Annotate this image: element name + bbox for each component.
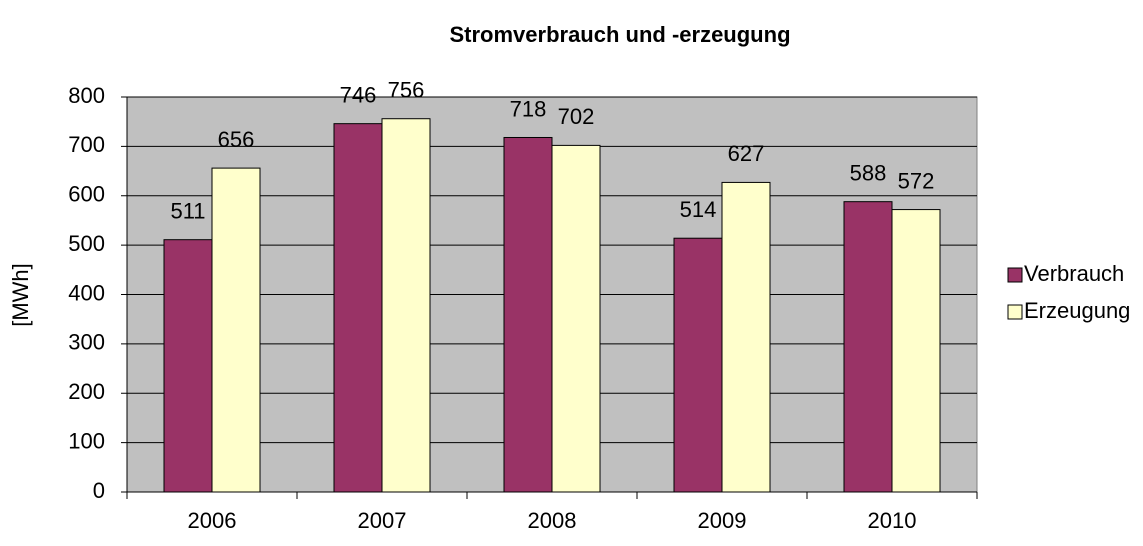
y-tick-label: 200 — [68, 379, 105, 404]
value-label: 702 — [558, 104, 595, 129]
bar — [721, 181, 771, 493]
value-label: 756 — [388, 78, 425, 103]
bar — [551, 144, 601, 493]
value-label: 588 — [850, 160, 887, 185]
y-axis-label: [MWh] — [8, 263, 33, 327]
chart-title: Stromverbrauch und -erzeugung — [449, 22, 790, 47]
bar — [891, 209, 941, 493]
legend-swatch — [1007, 267, 1023, 283]
y-tick-label: 600 — [68, 182, 105, 207]
value-label: 746 — [340, 82, 377, 107]
x-tick-label: 2010 — [868, 508, 917, 533]
y-tick-label: 800 — [68, 83, 105, 108]
y-tick-label: 0 — [93, 478, 105, 503]
value-label: 572 — [898, 168, 935, 193]
bar — [503, 136, 553, 493]
y-tick-label: 300 — [68, 330, 105, 355]
bar — [163, 239, 213, 493]
value-label: 511 — [170, 199, 205, 224]
value-label: 514 — [680, 197, 717, 222]
y-tick-label: 700 — [68, 132, 105, 157]
y-tick-label: 100 — [68, 428, 105, 453]
bar — [333, 123, 383, 493]
x-tick-label: 2008 — [528, 508, 577, 533]
y-tick-label: 500 — [68, 231, 105, 256]
legend-label: Erzeugung — [1024, 298, 1130, 323]
x-tick-label: 2006 — [188, 508, 237, 533]
y-tick-label: 400 — [68, 280, 105, 305]
bar — [211, 167, 261, 493]
legend-swatch — [1007, 304, 1023, 320]
bar — [843, 201, 893, 493]
bar — [381, 118, 431, 493]
bar — [673, 237, 723, 493]
legend-label: Verbrauch — [1024, 261, 1124, 286]
value-label: 627 — [728, 141, 765, 166]
value-label: 656 — [218, 127, 255, 152]
x-tick-label: 2009 — [698, 508, 747, 533]
value-label: 718 — [510, 96, 547, 121]
x-tick-label: 2007 — [358, 508, 407, 533]
